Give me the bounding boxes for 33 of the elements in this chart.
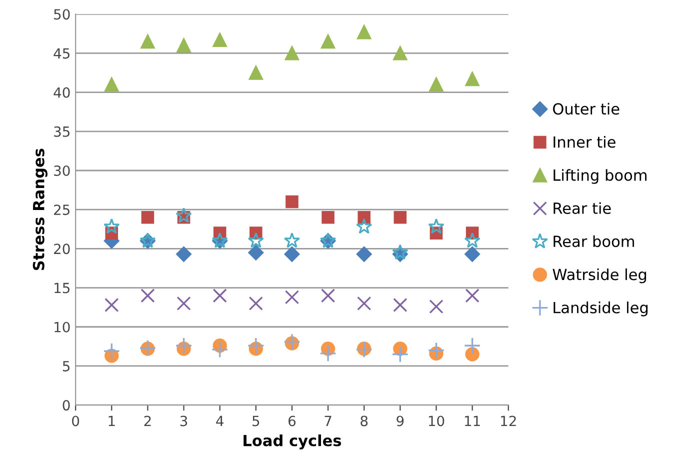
x-tick-label: 8	[360, 416, 368, 426]
legend-label: Inner tie	[554, 136, 616, 148]
x-tick-label: 12	[501, 416, 516, 426]
x-tick-label: 3	[180, 416, 188, 426]
y-tick-label: 10	[54, 322, 70, 332]
y-tick-label: 50	[54, 9, 70, 20]
x-tick-label: 0	[72, 416, 80, 426]
x-tick-label: 1	[108, 416, 115, 426]
legend-label: Rear tie	[554, 202, 611, 214]
x-tick-label: 5	[252, 416, 260, 426]
y-tick-label: 15	[54, 282, 70, 294]
y-tick-label: 0	[62, 400, 70, 411]
legend-label: Lifting boom	[554, 169, 646, 184]
x-axis-title: Load cycles	[244, 434, 342, 450]
y-tick-label: 25	[54, 204, 70, 216]
y-tick-label: 20	[54, 244, 70, 254]
y-tick-label: 5	[62, 361, 70, 372]
legend-label: Outer tie	[553, 102, 620, 115]
x-tick-label: 2	[144, 416, 151, 426]
legend-label: Landside leg	[554, 302, 648, 316]
x-tick-label: 10	[428, 416, 444, 426]
legend-label: Rear boom	[554, 235, 634, 248]
x-tick-label: 11	[465, 416, 480, 426]
x-tick-label: 7	[324, 416, 332, 426]
y-tick-label: 45	[54, 48, 70, 59]
x-tick-label: 9	[396, 416, 404, 426]
legend-label: Watrside leg	[552, 268, 646, 284]
x-tick-label: 4	[216, 416, 224, 426]
x-tick-label: 6	[288, 416, 296, 426]
y-tick-label: 40	[54, 87, 70, 98]
y-tick-label: 35	[54, 126, 70, 137]
y-axis-title: Stress Ranges	[32, 148, 48, 270]
y-tick-label: 30	[54, 165, 70, 176]
